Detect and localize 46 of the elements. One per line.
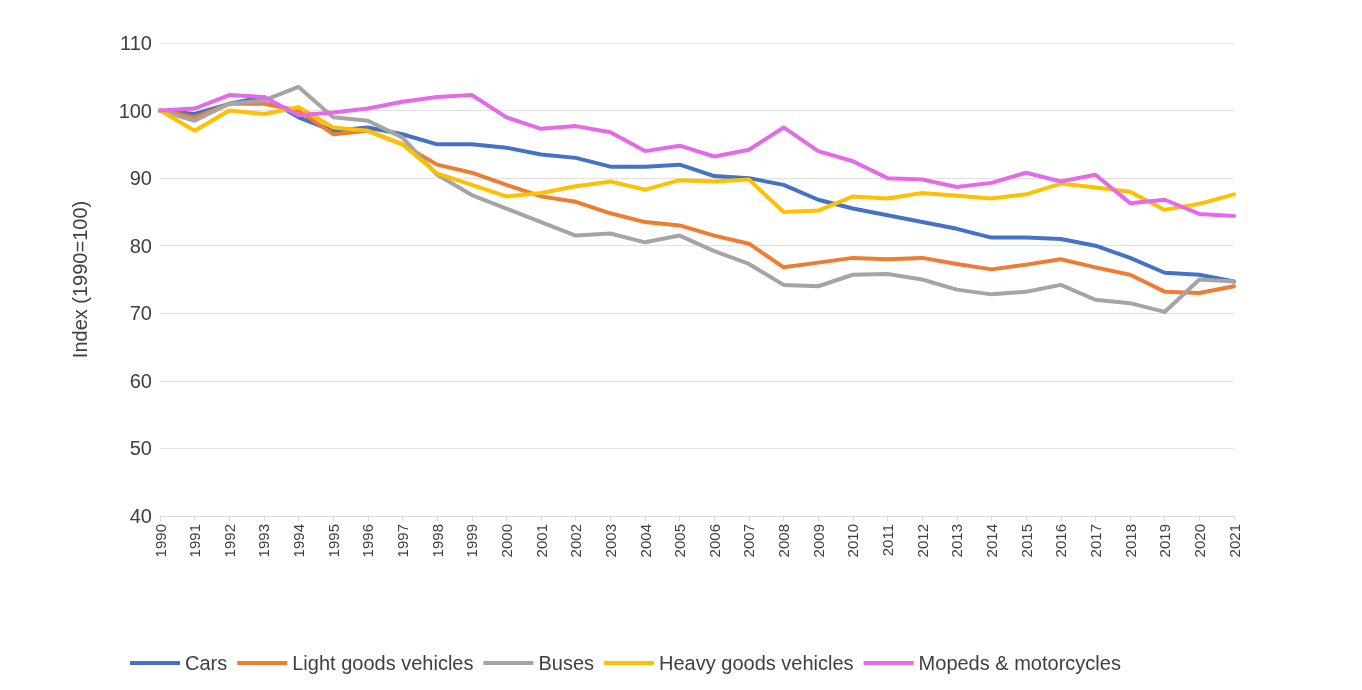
x-tick-label: 2010	[844, 524, 862, 558]
y-tick-label: 110	[120, 32, 152, 54]
y-tick-label: 70	[129, 302, 152, 325]
x-tick-label: 2019	[1156, 524, 1174, 558]
y-tick-label: 60	[129, 369, 152, 392]
y-tick-label: 80	[129, 234, 152, 257]
x-tick-label: 2007	[740, 524, 758, 558]
x-tick-label: 2002	[567, 524, 585, 558]
x-tick-label: 1990	[151, 524, 169, 558]
legend-label: Buses	[538, 652, 595, 674]
x-tick-label: 2015	[1017, 524, 1035, 558]
x-tick-label: 2018	[1121, 524, 1139, 558]
x-tick-label: 1992	[220, 524, 238, 558]
x-tick-label: 2009	[809, 524, 827, 558]
x-tick-label: 1997	[394, 524, 412, 558]
y-tick-label: 90	[129, 167, 152, 190]
x-tick-label: 2021	[1225, 524, 1243, 558]
x-tick-label: 2013	[948, 524, 966, 558]
x-tick-label: 2012	[913, 524, 931, 558]
x-tick-label: 1998	[428, 524, 446, 558]
x-tick-label: 1996	[359, 524, 377, 558]
x-tick-label: 2001	[532, 524, 550, 558]
x-tick-label: 2004	[636, 524, 654, 558]
x-tick-label: 1995	[324, 524, 342, 558]
x-tick-label: 2006	[705, 524, 723, 558]
x-tick-label: 2008	[775, 524, 793, 558]
legend-label: Cars	[185, 652, 228, 674]
y-tick-label: 50	[129, 437, 152, 460]
x-tick-label: 1999	[463, 524, 481, 558]
x-tick-label: 2020	[1190, 524, 1208, 558]
y-tick-label: 40	[129, 505, 152, 527]
x-tick-label: 2005	[671, 524, 689, 558]
x-tick-label: 2016	[1052, 524, 1070, 558]
legend-label: Heavy goods vehicles	[659, 652, 854, 674]
x-tick-label: 1991	[186, 524, 204, 558]
x-tick-label: 2000	[497, 524, 515, 558]
legend-label: Light goods vehicles	[292, 652, 474, 674]
x-tick-label: 2011	[879, 524, 897, 557]
x-tick-label: 2014	[982, 524, 1000, 558]
y-tick-label: 100	[118, 99, 152, 122]
x-tick-label: 2003	[601, 524, 619, 558]
y-axis-title: Index (1990=100)	[69, 200, 91, 359]
x-tick-label: 2017	[1086, 524, 1104, 558]
x-tick-label: 1994	[290, 524, 308, 558]
x-tick-label: 1993	[255, 524, 273, 558]
legend-label: Mopeds & motorcycles	[918, 652, 1121, 674]
